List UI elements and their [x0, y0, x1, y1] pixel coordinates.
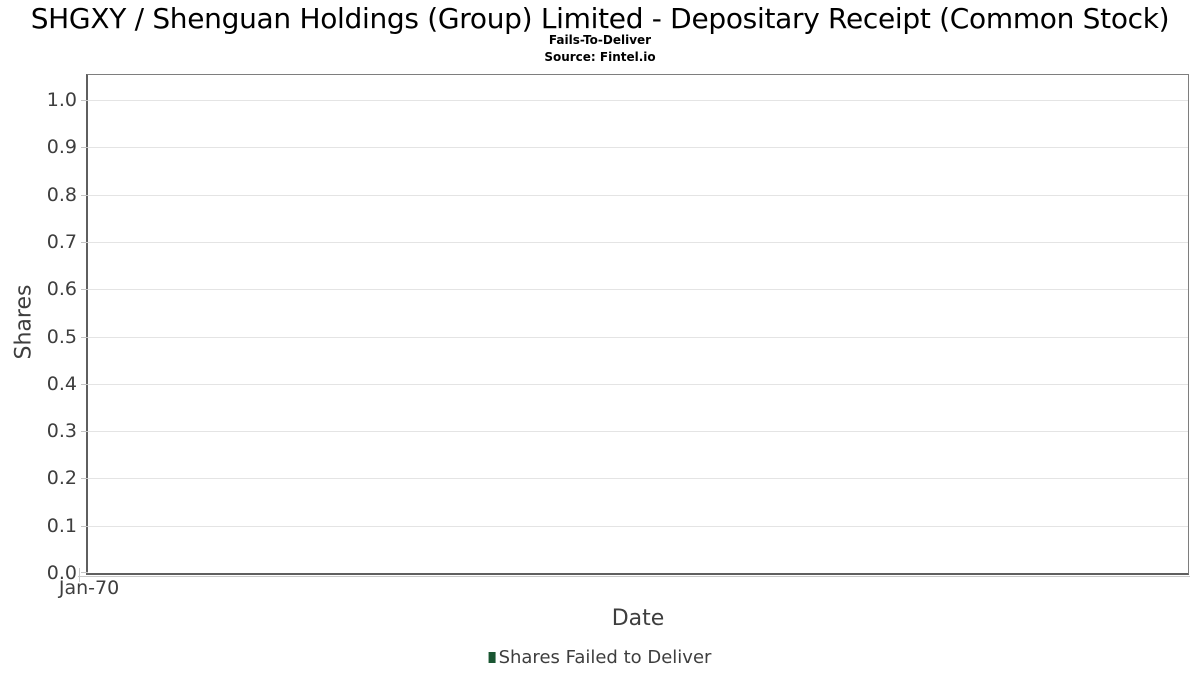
y-axis-tick-label: 0.7: [46, 231, 77, 253]
gridline: [88, 242, 1188, 243]
y-axis-tick-mark: [81, 100, 88, 101]
y-axis-tick-mark: [81, 337, 88, 338]
gridline: [88, 289, 1188, 290]
y-axis-tick-mark: [81, 431, 88, 432]
y-axis-tick-label: 0.1: [46, 515, 77, 537]
x-axis-baseline: [78, 576, 1190, 577]
y-axis-tick-mark: [81, 242, 88, 243]
y-axis-tick-label: 0.4: [46, 373, 77, 395]
y-axis-tick-mark: [81, 572, 88, 573]
x-axis-title: Date: [611, 606, 665, 631]
y-axis-tick-label: 0.2: [46, 467, 77, 489]
gridline: [88, 526, 1188, 527]
gridline: [88, 147, 1188, 148]
x-axis-tick-label: Jan-70: [58, 577, 120, 599]
y-axis-tick-label: 1.0: [46, 89, 77, 111]
y-axis-tick-mark: [81, 384, 88, 385]
chart-source-note: Source: Fintel.io: [544, 50, 656, 64]
gridline: [88, 100, 1188, 101]
gridline: [88, 337, 1188, 338]
x-axis-baseline-end-tick: [79, 568, 80, 582]
gridline: [88, 384, 1188, 385]
legend-label: Shares Failed to Deliver: [498, 647, 712, 668]
y-axis-tick-label: 0.5: [46, 326, 77, 348]
legend-marker-square: [488, 652, 496, 663]
y-axis-tick-mark: [81, 526, 88, 527]
gridline: [88, 478, 1188, 479]
y-axis-tick-label: 0.3: [46, 420, 77, 442]
y-axis-tick-mark: [81, 147, 88, 148]
y-axis-tick-label: 0.6: [46, 278, 77, 300]
chart-subtitle: Fails-To-Deliver: [548, 33, 652, 47]
gridline: [88, 195, 1188, 196]
y-axis-tick-label: 0.9: [46, 136, 77, 158]
y-axis-tick-label: 0.8: [46, 184, 77, 206]
y-axis-tick-mark: [81, 289, 88, 290]
y-axis-tick-mark: [81, 478, 88, 479]
y-axis-tick-label: 0.0: [46, 562, 77, 584]
plot-area: Shares Jan-70 Date 1.0 0.9 0.8 0.7 0.6 0.5 0.4…: [12, 74, 1190, 631]
y-axis-tick-mark: [81, 195, 88, 196]
chart-title: SHGXY / Shenguan Holdings (Group) Limite…: [30, 2, 1170, 35]
legend: Shares Failed to Deliver: [488, 647, 712, 668]
gridline: [88, 431, 1188, 432]
